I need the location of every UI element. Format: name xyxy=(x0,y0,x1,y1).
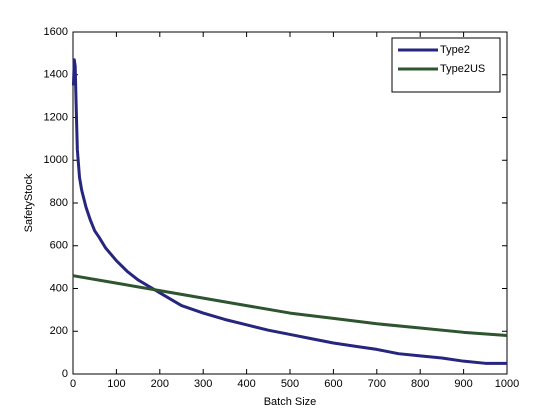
legend-label: Type2 xyxy=(440,44,470,56)
y-tick-label: 1200 xyxy=(44,111,68,123)
y-tick-label: 200 xyxy=(50,325,68,337)
y-tick-label: 0 xyxy=(62,368,68,380)
x-axis-label: Batch Size xyxy=(264,396,317,408)
y-tick-label: 1400 xyxy=(44,69,68,81)
legend-label: Type2US xyxy=(440,63,485,75)
x-tick-label: 0 xyxy=(70,378,76,390)
series-line xyxy=(72,274,508,338)
x-tick-label: 900 xyxy=(454,378,472,390)
x-tick-label: 100 xyxy=(107,378,125,390)
x-tick-label: 200 xyxy=(151,378,169,390)
x-tick-label: 700 xyxy=(368,378,386,390)
y-tick-label: 800 xyxy=(50,197,68,209)
y-tick-label: 1000 xyxy=(44,154,68,166)
x-tick-label: 300 xyxy=(194,378,212,390)
series-line xyxy=(71,58,507,365)
x-tick-label: 500 xyxy=(281,378,299,390)
y-axis-label: SafetyStock xyxy=(23,173,35,232)
x-tick-label: 1000 xyxy=(495,378,519,390)
x-tick-label: 800 xyxy=(411,378,429,390)
legend-box xyxy=(391,37,501,93)
x-tick-label: 400 xyxy=(237,378,255,390)
y-tick-label: 600 xyxy=(50,240,68,252)
y-tick-label: 1600 xyxy=(44,26,68,38)
x-tick-label: 600 xyxy=(324,378,342,390)
y-tick-label: 400 xyxy=(50,282,68,294)
